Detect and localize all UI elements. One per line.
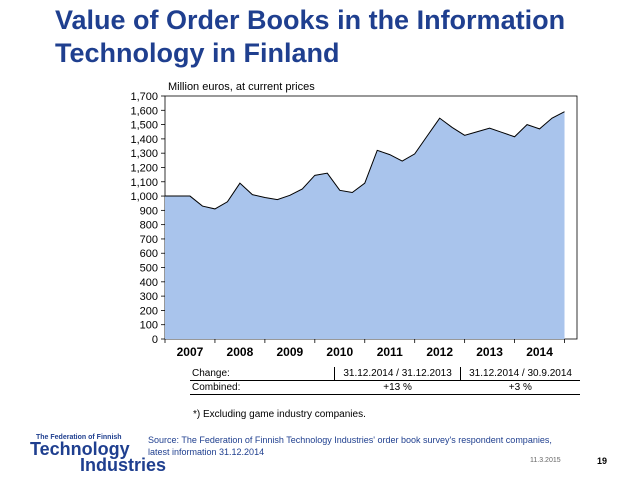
title-line-1: Value of Order Books in the Information — [55, 5, 566, 35]
y-tick-label: 800 — [140, 220, 158, 232]
y-tick-label: 400 — [140, 277, 158, 289]
y-tick-label: 600 — [140, 248, 158, 260]
y-tick-label: 0 — [152, 334, 158, 346]
y-tick-label: 200 — [140, 305, 158, 317]
combined-value-2: +3 % — [460, 380, 580, 395]
title-line-2: Technology in Finland — [55, 38, 340, 68]
source-line-1: Source: The Federation of Finnish Techno… — [148, 435, 552, 445]
logo-line-2: Technology — [30, 439, 130, 459]
x-tick-label: 2012 — [426, 345, 453, 359]
footnote: *) Excluding game industry companies. — [193, 409, 366, 420]
change-header-row: Change: 31.12.2014 / 31.12.2013 31.12.20… — [190, 367, 580, 381]
combined-label: Combined: — [190, 380, 335, 395]
page-title: Value of Order Books in the Information … — [55, 4, 625, 70]
y-tick-label: 1,600 — [130, 105, 158, 117]
order-book-line — [165, 111, 565, 210]
combined-value-1: +13 % — [334, 380, 461, 395]
y-tick-label: 1,500 — [130, 120, 158, 132]
y-tick-label: 1,700 — [130, 91, 158, 103]
logo-line-3: Industries — [80, 455, 167, 475]
x-tick-label: 2013 — [476, 345, 503, 359]
source-note: Source: The Federation of Finnish Techno… — [148, 434, 598, 458]
y-tick-label: 1,300 — [130, 148, 158, 160]
x-tick-label: 2007 — [177, 345, 204, 359]
slide-date: 11.3.2015 — [530, 457, 561, 464]
x-tick-label: 2009 — [276, 345, 303, 359]
x-tick-label: 2014 — [526, 345, 553, 359]
x-tick-label: 2010 — [326, 345, 353, 359]
change-period-2: 31.12.2014 / 30.9.2014 — [460, 367, 580, 381]
y-tick-label: 700 — [140, 234, 158, 246]
y-tick-label: 1,100 — [130, 177, 158, 189]
y-axis-label: Million euros, at current prices — [168, 81, 315, 93]
y-tick-label: 500 — [140, 263, 158, 275]
change-period-1: 31.12.2014 / 31.12.2013 — [333, 367, 461, 381]
y-tick-label: 1,000 — [130, 191, 158, 203]
y-tick-label: 1,400 — [130, 134, 158, 146]
y-tick-label: 300 — [140, 291, 158, 303]
change-table: Change: 31.12.2014 / 31.12.2013 31.12.20… — [190, 367, 580, 395]
y-tick-label: 900 — [140, 205, 158, 217]
change-label: Change: — [190, 367, 335, 381]
y-tick-label: 1,200 — [130, 162, 158, 174]
source-line-2: latest information 31.12.2014 — [148, 447, 265, 457]
federation-logo: The Federation of Finnish Technology Ind… — [30, 434, 167, 475]
y-tick-label: 100 — [140, 320, 158, 332]
page-number: 19 — [597, 456, 608, 466]
x-tick-label: 2008 — [227, 345, 254, 359]
logo-line-1: The Federation of Finnish — [36, 434, 122, 441]
order-book-area — [165, 111, 565, 339]
x-tick-label: 2011 — [377, 345, 403, 359]
change-combined-row: Combined: +13 % +3 % — [190, 380, 580, 395]
